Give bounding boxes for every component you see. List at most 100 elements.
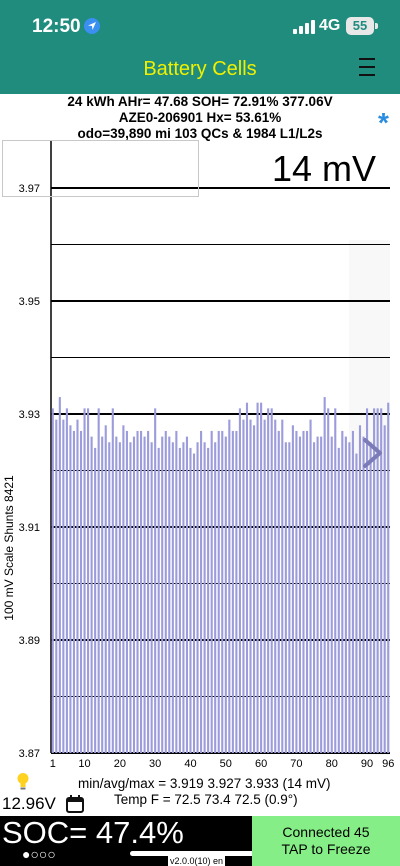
chevron-right-icon[interactable]	[362, 437, 384, 469]
cell-bar	[154, 408, 157, 753]
cell-bar	[238, 408, 241, 753]
cell-bar	[302, 430, 305, 753]
cell-bar	[298, 436, 302, 753]
cell-bar	[270, 408, 273, 753]
cell-bar	[185, 436, 189, 753]
cell-bar	[132, 436, 136, 753]
status-time: 12:50	[32, 16, 81, 37]
cell-bar	[221, 430, 224, 753]
x-tick-label: 50	[220, 758, 232, 770]
cell-bar	[313, 442, 316, 753]
cell-bar	[355, 453, 358, 753]
cell-bar	[65, 408, 68, 753]
cell-bar	[157, 447, 160, 753]
cell-bar	[79, 430, 83, 753]
cell-bar	[274, 419, 277, 753]
cell-bar	[323, 397, 326, 753]
cell-bar	[228, 419, 231, 753]
cell-bar	[104, 425, 107, 753]
x-tick-label: 1	[50, 758, 56, 770]
cell-bar	[122, 425, 125, 753]
vehicle-id-line: AZE0-206901 Hx= 53.61%	[118, 110, 282, 125]
cell-bar	[334, 408, 337, 753]
cell-bar	[207, 447, 210, 753]
page-indicator-dots[interactable]: ●○○○	[22, 846, 56, 862]
x-tick-label: 70	[290, 758, 302, 770]
chart-bars	[51, 397, 390, 753]
chart-grid	[50, 140, 390, 754]
cell-bar	[76, 419, 79, 753]
cell-bar	[200, 430, 203, 753]
chart-marker-box	[2, 140, 199, 197]
soc-readout: SOC= 47.4%	[2, 815, 184, 850]
mv-readout: 14 mV	[272, 148, 377, 189]
calendar-icon[interactable]	[66, 795, 84, 813]
cell-bar	[387, 402, 390, 753]
cell-bar	[267, 408, 270, 753]
cell-bar	[231, 430, 234, 753]
page-title: Battery Cells	[143, 58, 257, 80]
cell-bar	[281, 419, 284, 753]
cell-bar	[129, 442, 132, 753]
y-tick-label: 3.93	[19, 409, 40, 421]
x-tick-label: 60	[255, 758, 267, 770]
menu-icon	[359, 66, 375, 68]
x-tick-label: 10	[78, 758, 90, 770]
cell-bar	[295, 430, 298, 753]
cell-bar	[369, 442, 372, 753]
cell-bar	[101, 436, 104, 753]
network-type-label: 4G	[319, 17, 341, 34]
connect-freeze-button[interactable]: Connected 45 TAP to Freeze	[252, 816, 400, 866]
cell-bar	[327, 408, 330, 753]
cell-bar	[362, 436, 365, 753]
cell-bar	[111, 408, 114, 753]
cell-bar	[94, 447, 97, 753]
menu-button[interactable]	[356, 55, 378, 81]
temperature-stats-line: Temp F = 72.5 73.4 72.5 (0.9°)	[114, 792, 298, 807]
cell-bar	[51, 408, 54, 753]
cell-bar	[358, 425, 362, 753]
cell-bar	[192, 453, 196, 753]
cell-bar	[252, 425, 256, 753]
cell-bar	[245, 402, 249, 753]
menu-icon	[359, 58, 375, 60]
x-tick-label: 40	[184, 758, 196, 770]
y-tick-label: 3.89	[19, 635, 40, 647]
cell-bar	[383, 425, 386, 753]
cell-bar	[83, 408, 86, 753]
cell-bar	[235, 430, 238, 753]
cell-bar	[182, 442, 185, 753]
cell-bar	[147, 430, 150, 753]
app-header-bar	[0, 0, 400, 94]
battery-summary-line: 24 kWh AHr= 47.68 SOH= 72.91% 377.06V	[67, 94, 333, 109]
cell-voltage-chart[interactable]: 3.97 3.95 3.93 3.91 3.89 3.87 1 10 20 30 40 50 60 70…	[0, 140, 400, 770]
home-indicator[interactable]	[130, 851, 276, 856]
x-tick-label: 20	[114, 758, 126, 770]
voltage-stats-line: min/avg/max = 3.919 3.927 3.933 (14 mV)	[78, 776, 331, 791]
cell-bar	[108, 442, 111, 753]
cell-bar	[316, 436, 319, 753]
cell-bar	[348, 442, 351, 753]
battery-level-badge: 55	[346, 17, 378, 35]
x-tick-label: 90	[361, 758, 373, 770]
x-tick-label: 96	[382, 758, 394, 770]
cell-bar	[351, 430, 354, 753]
odometer-line: odo=39,890 mi 103 QCs & 1984 L1/L2s	[77, 126, 323, 141]
lightbulb-icon[interactable]	[16, 772, 30, 792]
cell-bar	[288, 442, 291, 753]
connection-status-text: Connected 45	[282, 824, 370, 840]
tap-to-freeze-text: TAP to Freeze	[281, 841, 371, 857]
y-tick-labels: 3.97 3.95 3.93 3.91 3.89 3.87	[19, 183, 40, 760]
cell-bar	[373, 408, 376, 753]
cell-bar	[178, 447, 181, 753]
cell-bar	[214, 442, 217, 753]
cell-bar	[196, 442, 199, 753]
cell-bar	[90, 436, 93, 753]
cell-bar	[330, 436, 333, 753]
asterisk-button[interactable]: *	[378, 107, 389, 138]
x-tick-labels: 1 10 20 30 40 50 60 70 80 90 96	[50, 758, 395, 770]
cell-bar	[305, 430, 309, 753]
cell-bar	[380, 408, 383, 753]
version-label: v2.0.0(10) en	[168, 856, 226, 866]
cell-bar	[118, 442, 121, 753]
